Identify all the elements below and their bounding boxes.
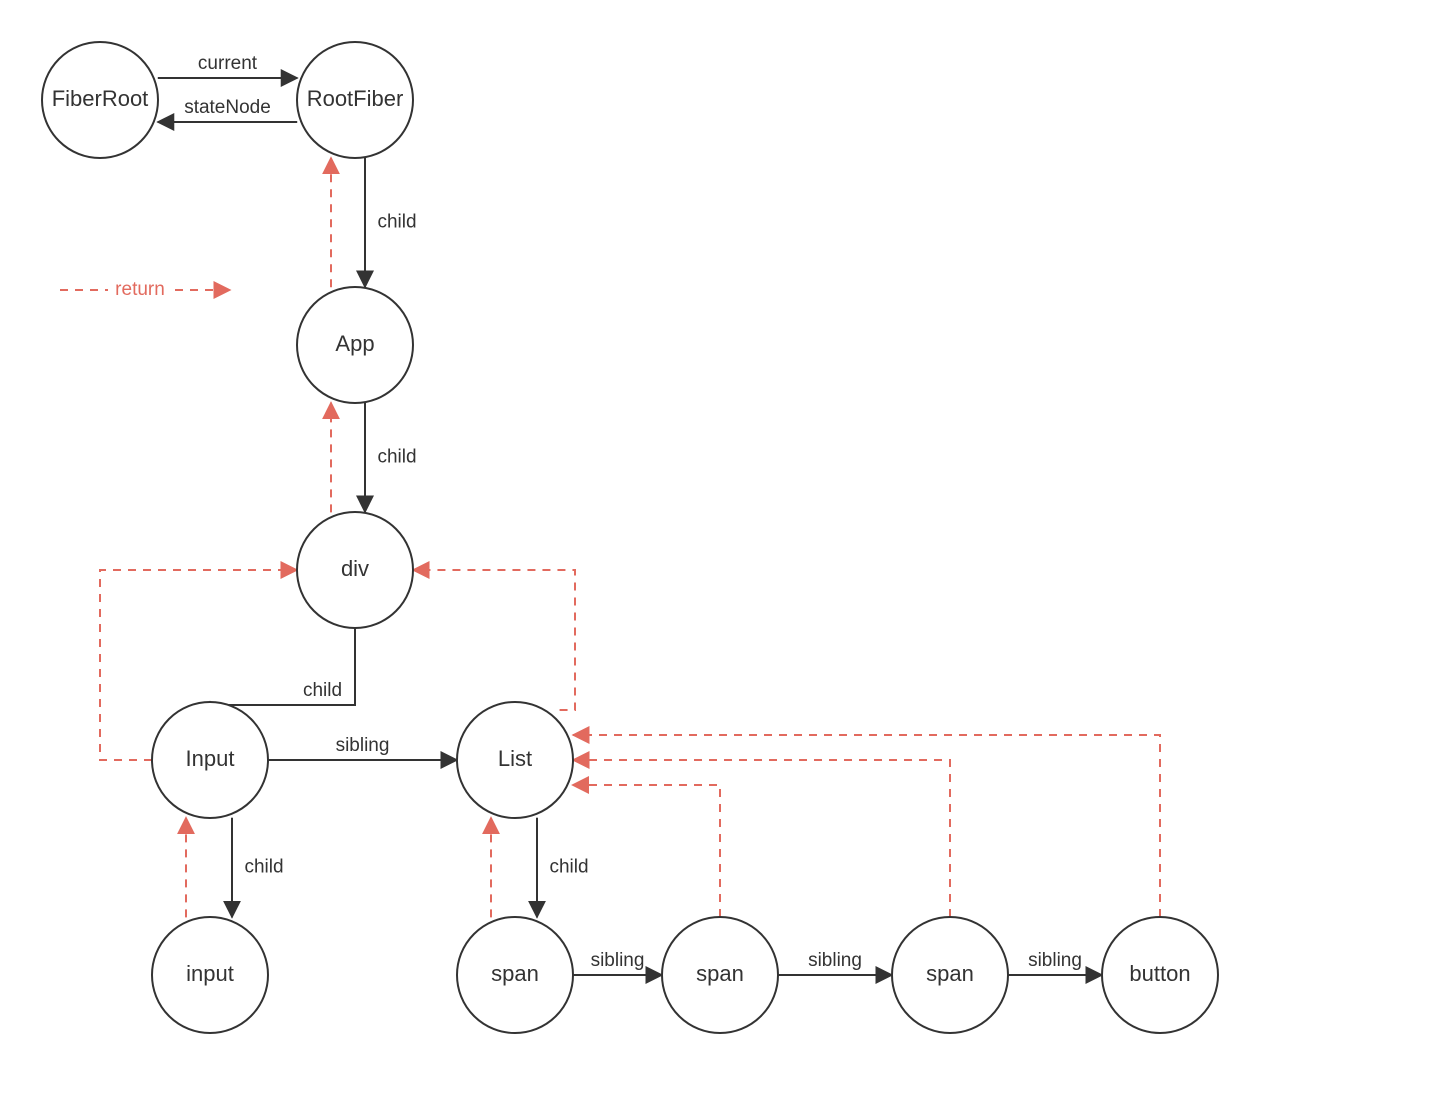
node-label: input	[186, 961, 234, 986]
legend-label: return	[115, 279, 165, 300]
edge-label: sibling	[591, 950, 645, 971]
node-label: List	[498, 746, 532, 771]
node-label: span	[926, 961, 974, 986]
node-label: span	[491, 961, 539, 986]
node-label: button	[1129, 961, 1190, 986]
legend-return: return	[60, 279, 230, 300]
return-edge	[573, 760, 950, 917]
edge-label: child	[377, 447, 416, 468]
node-FiberRoot: FiberRoot	[42, 42, 158, 158]
node-input2: input	[152, 917, 268, 1033]
node-span1: span	[457, 917, 573, 1033]
edge-label: current	[198, 53, 258, 74]
edge-label: child	[377, 212, 416, 233]
node-span2: span	[662, 917, 778, 1033]
node-label: Input	[186, 746, 235, 771]
node-Input: Input	[152, 702, 268, 818]
fiber-diagram: current stateNode child child child sibling ch…	[0, 0, 1434, 1099]
node-span3: span	[892, 917, 1008, 1033]
node-button: button	[1102, 917, 1218, 1033]
node-label: div	[341, 556, 369, 581]
node-RootFiber: RootFiber	[297, 42, 413, 158]
node-label: FiberRoot	[52, 86, 149, 111]
diagram-canvas: current stateNode child child child sibling ch…	[0, 0, 1434, 1099]
edge-label: sibling	[336, 735, 390, 756]
edge-label: sibling	[808, 950, 862, 971]
return-edge	[573, 735, 1160, 917]
node-List: List	[457, 702, 573, 818]
edge-label: child	[549, 857, 588, 878]
edge-label: child	[244, 857, 283, 878]
node-label: span	[696, 961, 744, 986]
edge-label: stateNode	[184, 97, 271, 118]
edge-label: child	[303, 680, 342, 701]
return-edge	[413, 570, 575, 710]
node-App: App	[297, 287, 413, 403]
node-label: RootFiber	[307, 86, 404, 111]
edge-label: sibling	[1028, 950, 1082, 971]
return-edge	[573, 785, 720, 917]
node-div: div	[297, 512, 413, 628]
node-label: App	[335, 331, 374, 356]
